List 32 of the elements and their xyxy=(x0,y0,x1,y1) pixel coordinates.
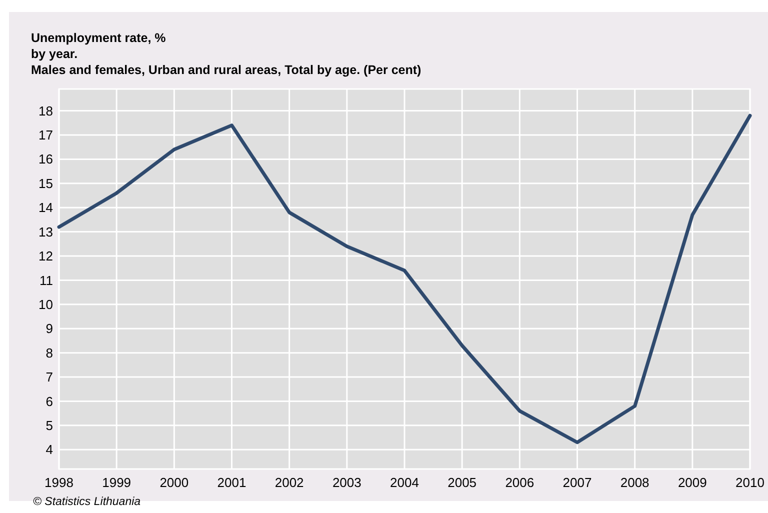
x-tick-label: 1999 xyxy=(102,475,132,490)
chart-subtitle: by year. Males and females, Urban and rural areas, Total by age. (Per cent) xyxy=(31,47,422,77)
x-tick-label: 2004 xyxy=(390,475,419,490)
y-tick-label: 8 xyxy=(46,345,53,360)
chart-title: Unemployment rate, % xyxy=(31,31,166,45)
y-tick-label: 14 xyxy=(38,200,53,216)
x-tick-label: 2003 xyxy=(332,475,362,490)
y-tick-label: 9 xyxy=(46,321,53,336)
y-tick-label: 18 xyxy=(38,103,53,118)
y-tick-label: 5 xyxy=(46,418,53,433)
x-tick-label: 2005 xyxy=(448,475,477,490)
y-tick-label: 4 xyxy=(46,442,53,458)
text: © Statistics Lithuania xyxy=(33,496,141,508)
y-tick-label: 10 xyxy=(38,296,53,312)
line-series xyxy=(57,114,752,444)
x-tick-label: 2001 xyxy=(217,475,246,490)
y-tick-label: 13 xyxy=(38,224,53,240)
x-tick-label: 1998 xyxy=(44,475,74,490)
x-tick-label: 2006 xyxy=(505,475,534,490)
y-tick-label: 12 xyxy=(38,248,53,264)
y-tick-label: 7 xyxy=(46,370,53,385)
x-tick-label: 2010 xyxy=(736,475,764,490)
y-tick-label: 6 xyxy=(46,394,53,409)
y-tick-label: 15 xyxy=(38,176,53,191)
y-tick-label: 17 xyxy=(38,128,53,143)
x-tick-label: 2009 xyxy=(678,475,707,490)
y-tick-label: 11 xyxy=(40,272,53,288)
y-tick-label: 16 xyxy=(38,152,53,167)
x-tick-label: 2008 xyxy=(620,475,650,490)
x-tick-label: 2007 xyxy=(562,475,592,490)
x-tick-label: 2000 xyxy=(160,475,189,490)
x-tick-label: 2002 xyxy=(274,475,304,490)
